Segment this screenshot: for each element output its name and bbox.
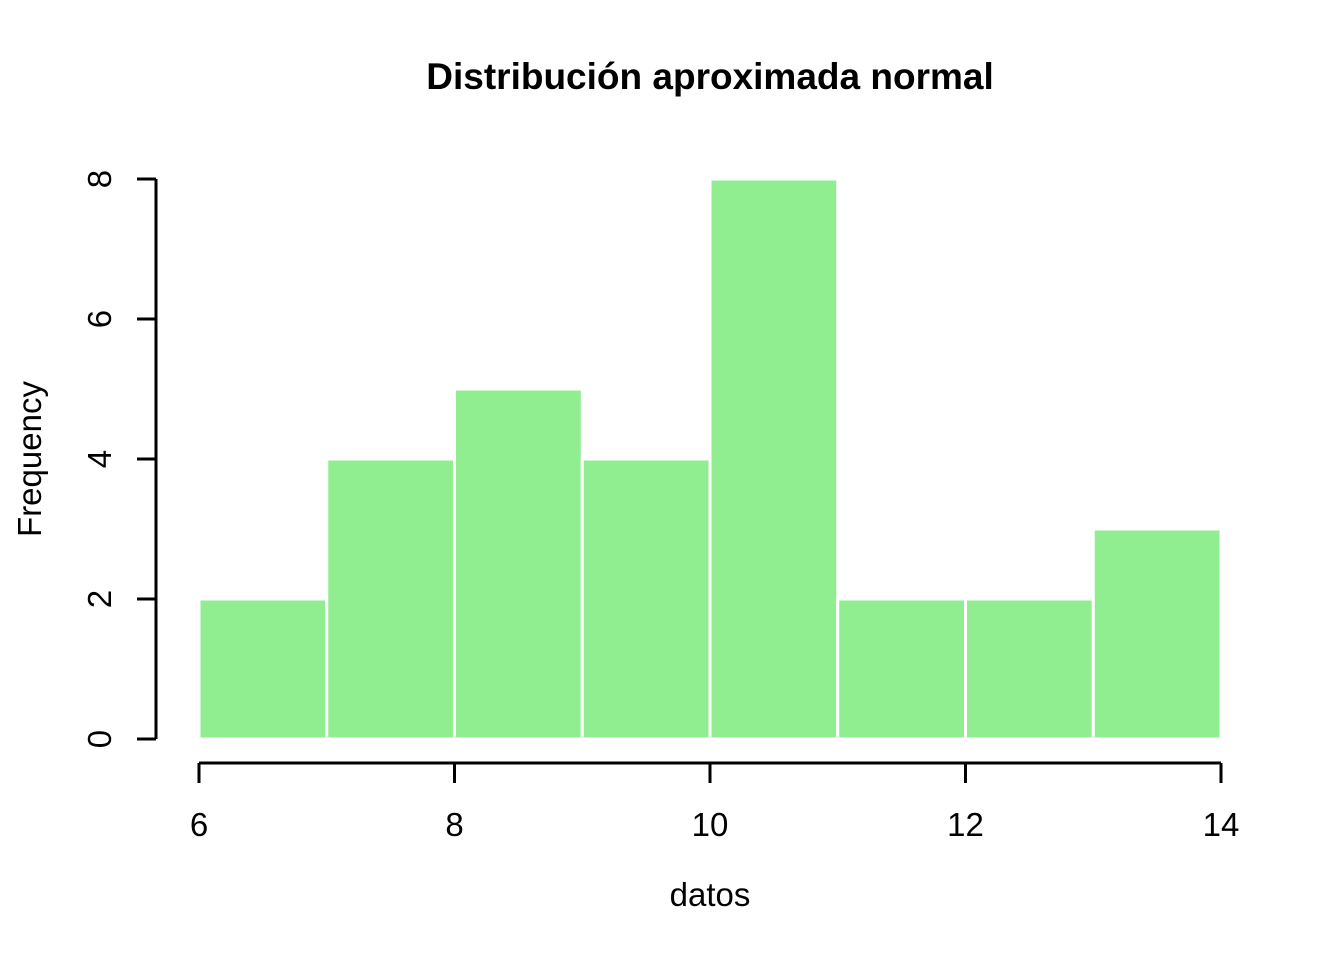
histogram-bar (836, 597, 967, 741)
chart-title: Distribución aproximada normal (426, 56, 994, 97)
y-tick-label: 8 (81, 170, 118, 188)
x-tick-label: 8 (445, 806, 463, 843)
x-tick-label: 10 (692, 806, 729, 843)
x-tick-label: 14 (1203, 806, 1240, 843)
y-tick-label: 0 (81, 730, 118, 748)
y-tick-label: 4 (81, 450, 118, 468)
histogram-bar (197, 597, 329, 741)
histogram-bar (580, 457, 712, 741)
histogram-bar (325, 457, 456, 741)
histogram-bar (964, 597, 1095, 741)
histogram-bar (453, 387, 584, 741)
y-axis-label: Frequency (11, 381, 48, 537)
y-tick-label: 2 (81, 590, 118, 608)
y-tick-label: 6 (81, 310, 118, 328)
histogram-bar (708, 177, 840, 741)
x-tick-label: 12 (947, 806, 984, 843)
x-tick-label: 6 (190, 806, 208, 843)
x-axis-label: datos (669, 876, 751, 913)
histogram-bar (1091, 527, 1223, 741)
